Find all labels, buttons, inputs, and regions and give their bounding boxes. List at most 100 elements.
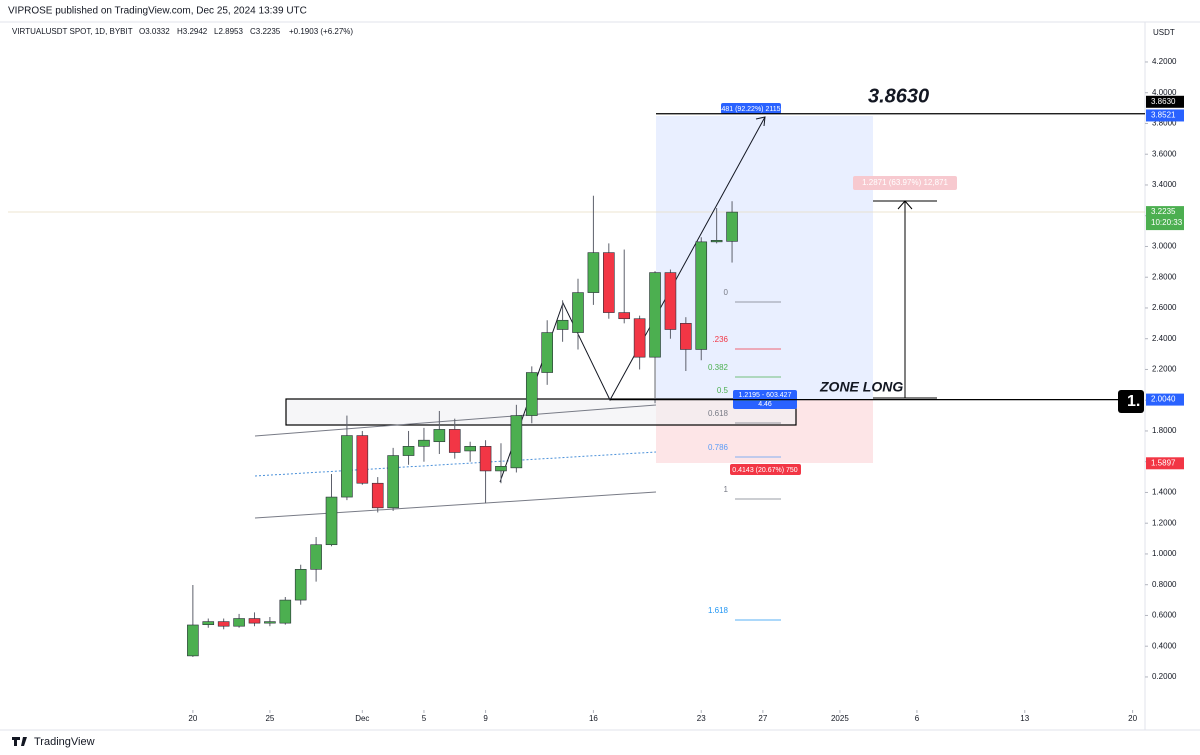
fib-label: 0.5 bbox=[717, 386, 729, 395]
profit-zone bbox=[656, 116, 873, 400]
candle-body bbox=[310, 544, 322, 570]
y-tick-label: 0.6000 bbox=[1152, 611, 1177, 620]
candle-body bbox=[341, 435, 353, 498]
candle-body bbox=[680, 323, 692, 350]
channel-bottom bbox=[254, 491, 657, 519]
y-tick-label: 2.6000 bbox=[1152, 303, 1177, 312]
x-tick-label: 6 bbox=[915, 714, 920, 723]
y-tick-label: 4.2000 bbox=[1152, 57, 1177, 66]
candle-body bbox=[633, 318, 646, 358]
y-tick-label: 0.2000 bbox=[1152, 672, 1177, 681]
fib-label: .236 bbox=[712, 335, 728, 344]
candle-body bbox=[464, 446, 476, 452]
y-tick-label: 0.4000 bbox=[1152, 641, 1177, 650]
candle-body bbox=[233, 618, 245, 627]
candle-body bbox=[402, 446, 415, 456]
legend-open: O3.0332 bbox=[139, 27, 170, 36]
y-tick-label: 2.8000 bbox=[1152, 272, 1177, 281]
x-tick-label: 20 bbox=[1128, 714, 1137, 723]
y-tick-label: 3.4000 bbox=[1152, 180, 1177, 189]
y-tick-label: 1.8000 bbox=[1152, 426, 1177, 435]
fib-label: 1 bbox=[724, 485, 729, 494]
publisher-line: VIPROSE published on TradingView.com, De… bbox=[8, 6, 307, 17]
candle-body bbox=[356, 435, 369, 484]
channel-top bbox=[254, 404, 657, 437]
fib-label: 1.618 bbox=[708, 606, 729, 615]
logo bbox=[12, 737, 27, 746]
measure-box bbox=[730, 464, 801, 475]
price-label: 3.2235 bbox=[1151, 207, 1176, 216]
fib-label: 0.618 bbox=[708, 409, 729, 418]
candle-body bbox=[695, 241, 708, 350]
price-label-box bbox=[1146, 457, 1184, 470]
marker-text: 1. bbox=[1127, 393, 1140, 410]
x-tick-label: 13 bbox=[1020, 714, 1029, 723]
candle-body bbox=[371, 482, 384, 509]
x-tick-label: 23 bbox=[697, 714, 706, 723]
candle-body bbox=[726, 211, 738, 242]
y-tick-label: 0.8000 bbox=[1152, 580, 1177, 589]
price-label-box bbox=[1146, 109, 1184, 122]
y-tick-label: 3.0000 bbox=[1152, 242, 1177, 251]
x-tick-label: Dec bbox=[355, 714, 369, 723]
candle-body bbox=[649, 272, 661, 358]
measure-label: 1.2871 (63.97%) 12,871 bbox=[862, 178, 948, 187]
candle-body bbox=[217, 621, 230, 627]
price-label: 3.8630 bbox=[1151, 97, 1176, 106]
y-tick-label: 2.4000 bbox=[1152, 334, 1177, 343]
y-tick-label: 4.0000 bbox=[1152, 88, 1177, 97]
candle-body bbox=[541, 332, 553, 373]
y-tick-label: 3.8000 bbox=[1152, 119, 1177, 128]
candle-body bbox=[664, 272, 677, 330]
measure-label: 0.4143 (20.67%) 750 bbox=[732, 467, 797, 474]
symbol: VIRTUALUSDT SPOT, 1D, BYBIT bbox=[12, 27, 133, 36]
legend-high: H3.2942 bbox=[177, 27, 208, 36]
price-label: 2.0040 bbox=[1151, 395, 1176, 404]
measure-box bbox=[721, 103, 781, 114]
candle-body bbox=[202, 621, 215, 625]
x-tick-label: 9 bbox=[483, 714, 488, 723]
legend-close: C3.2235 bbox=[250, 27, 281, 36]
y-tick-label: 1.0000 bbox=[1152, 549, 1177, 558]
candle-body bbox=[387, 455, 399, 509]
marker-box bbox=[1118, 390, 1144, 413]
candle-body bbox=[618, 312, 631, 320]
arrow-head bbox=[755, 116, 766, 127]
zone-text: ZONE LONG bbox=[819, 379, 903, 395]
candle-body bbox=[448, 429, 461, 453]
channel-mid bbox=[254, 451, 657, 477]
x-tick-label: 2025 bbox=[831, 714, 849, 723]
candle-body bbox=[556, 319, 569, 330]
price-label: 3.8521 bbox=[1151, 111, 1176, 120]
measure-label: 1.8481 (92.22%) 2115.19 bbox=[712, 106, 791, 113]
candle-body bbox=[279, 599, 292, 624]
price-label: 1.5897 bbox=[1151, 458, 1176, 467]
legend-low: L2.8953 bbox=[214, 27, 243, 36]
footer: TradingView bbox=[34, 736, 95, 748]
candle-body bbox=[264, 621, 276, 624]
zone-box bbox=[285, 398, 797, 426]
measure-box bbox=[853, 176, 957, 190]
candle-body bbox=[294, 569, 307, 601]
x-tick-label: 5 bbox=[422, 714, 427, 723]
y-tick-label: 1.4000 bbox=[1152, 488, 1177, 497]
candle-body bbox=[525, 372, 538, 416]
y-tick-label: 1.2000 bbox=[1152, 518, 1177, 527]
price-label-box bbox=[1146, 95, 1184, 108]
candle-body bbox=[572, 292, 584, 333]
target-text: 3.8630 bbox=[868, 85, 929, 107]
fib-label: 0.382 bbox=[708, 363, 729, 372]
candle-body bbox=[187, 624, 199, 657]
candle-body bbox=[587, 252, 600, 293]
countdown: 10:20:33 bbox=[1151, 218, 1183, 227]
measure-label: 4.46 bbox=[758, 401, 772, 408]
candle-body bbox=[433, 429, 446, 443]
candle-body bbox=[603, 252, 615, 313]
x-tick-label: 27 bbox=[758, 714, 767, 723]
candle-body bbox=[248, 618, 261, 624]
x-tick-label: 25 bbox=[265, 714, 274, 723]
price-label-box bbox=[1146, 393, 1184, 406]
candle-body bbox=[510, 415, 523, 469]
